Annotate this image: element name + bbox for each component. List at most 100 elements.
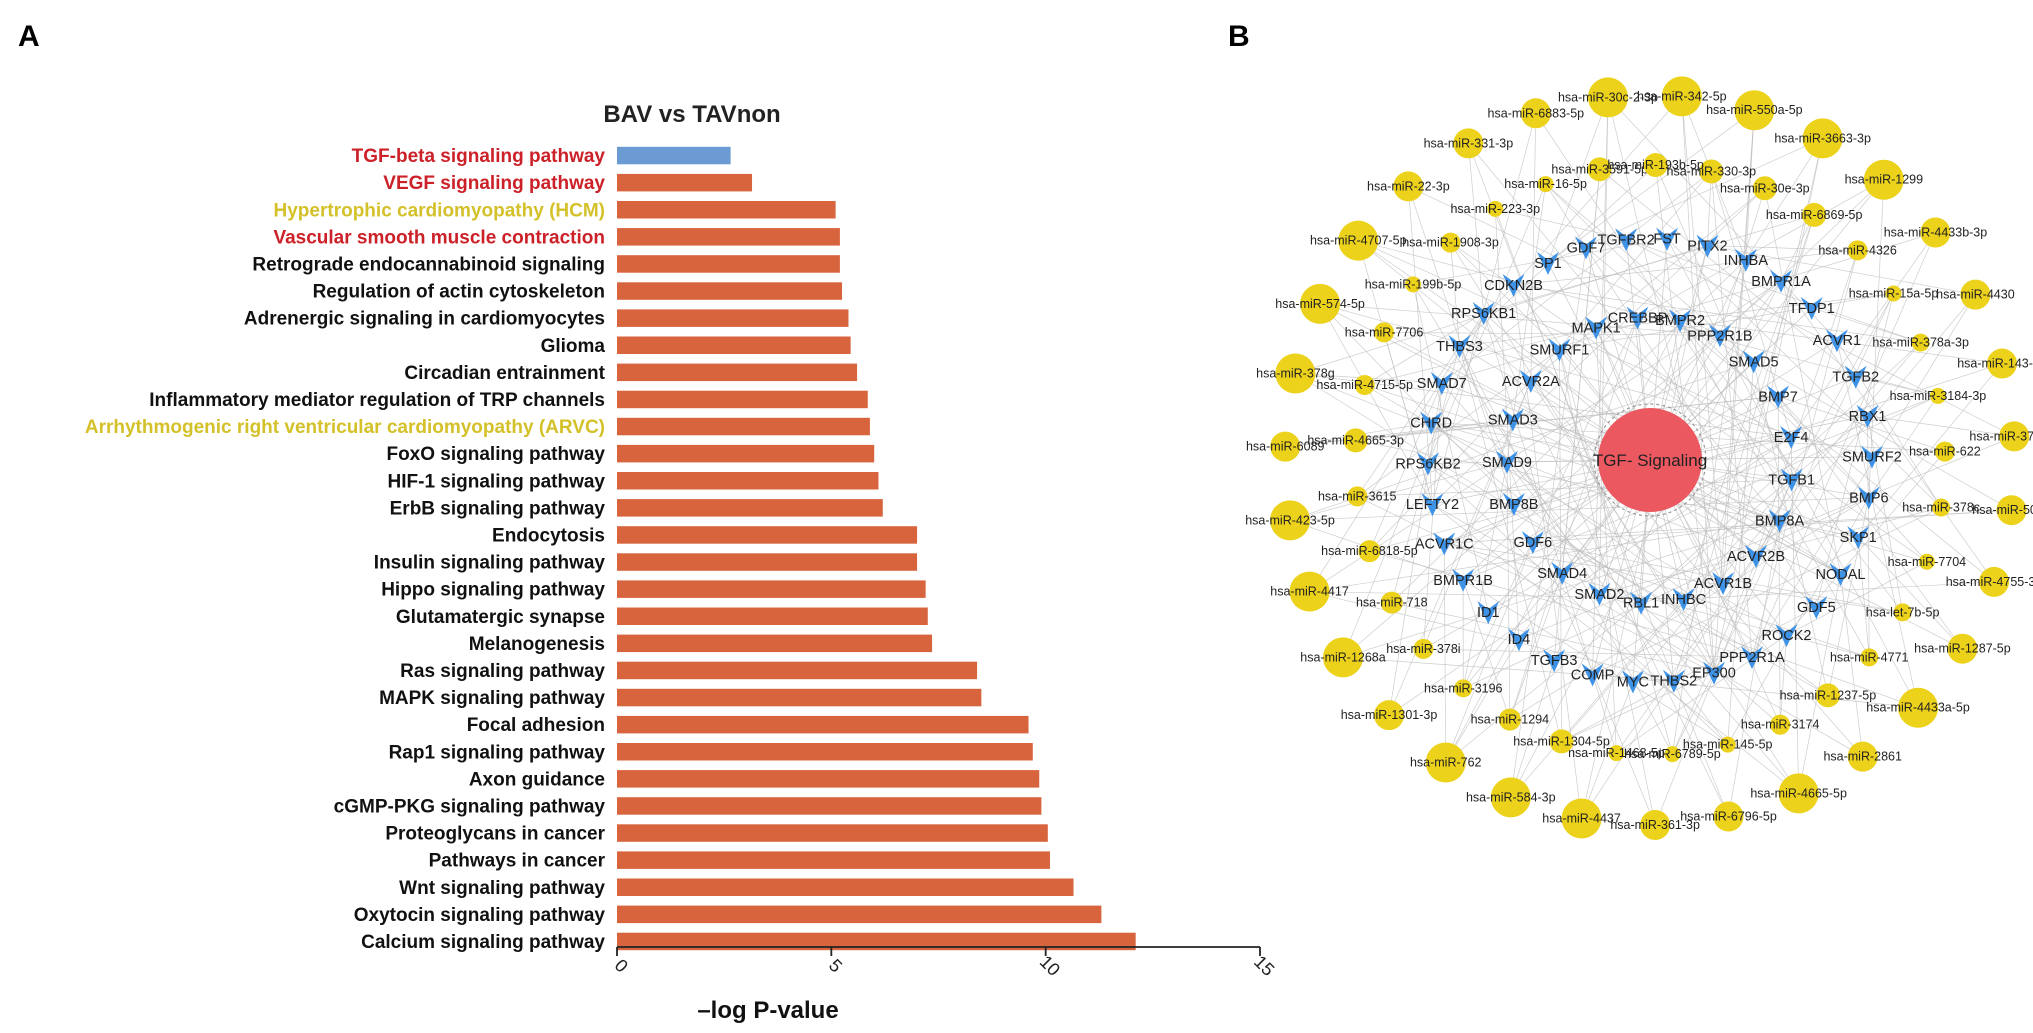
- category-label-glutamatergic-synapse: Glutamatergic synapse: [396, 607, 605, 628]
- network-edge: [1432, 503, 1799, 794]
- mirna-label-hsa-mir-6796-5p: hsa-miR-6796-5p: [1680, 809, 1777, 823]
- gene-node-smad7: [1430, 372, 1453, 396]
- network-edge: [1506, 184, 1546, 462]
- network-edge: [1391, 345, 1460, 603]
- network-edge: [1559, 293, 1894, 350]
- gene-node-bmpr1a: [1770, 269, 1793, 293]
- network-edge: [1666, 238, 1942, 508]
- mirna-label-hsa-mir-22-3p: hsa-miR-22-3p: [1367, 179, 1450, 193]
- network-edge: [1295, 373, 1757, 557]
- category-label-proteoglycans-in-cancer: Proteoglycans in cancer: [385, 824, 605, 845]
- network-edge: [1388, 380, 1532, 716]
- mirna-label-hsa-let-7b-5p: hsa-let-7b-5p: [1866, 605, 1940, 619]
- category-label-melanogenesis: Melanogenesis: [469, 634, 605, 655]
- network-edge: [1369, 382, 1443, 552]
- x-axis-label: –log P-value: [697, 997, 838, 1024]
- mirna-label-hsa-mir-330-3p: hsa-miR-330-3p: [1667, 164, 1757, 178]
- gene-label-id4: ID4: [1508, 632, 1531, 648]
- mirna-label-hsa-mir-3663-3p: hsa-miR-3663-3p: [1774, 131, 1871, 145]
- gene-node-id4: [1507, 628, 1530, 652]
- mirna-node-hsa-mir-1304-5p: [1549, 729, 1574, 754]
- network-edge: [1513, 250, 1858, 286]
- gene-label-acvr1c: ACVR1C: [1415, 536, 1474, 552]
- network-edge: [1309, 520, 1780, 592]
- network-edge: [1530, 380, 1863, 757]
- network-edge: [1816, 293, 1894, 608]
- category-label-vegf-signaling-pathway: VEGF signaling pathway: [383, 173, 605, 194]
- gene-node-tfdp1: [1800, 296, 1823, 320]
- x-tick-label-0: 0: [611, 955, 632, 976]
- gene-label-skp1: SKP1: [1840, 530, 1877, 546]
- network-edge: [1462, 579, 1728, 745]
- bar-arrhythmogenic-right-ventricular-cardiomyopathy-arvc: [617, 417, 870, 436]
- mirna-node-hsa-mir-3591-5p: [1587, 157, 1612, 182]
- gene-label-smad5: SMAD5: [1729, 354, 1779, 370]
- mirna-label-hsa-mir-4433a-5p: hsa-miR-4433a-5p: [1866, 701, 1970, 715]
- gene-label-bmp8b: BMP8B: [1489, 497, 1538, 513]
- network-edge: [1355, 419, 1513, 441]
- network-edge: [1561, 606, 1817, 742]
- gene-label-gdf6: GDF6: [1514, 535, 1553, 551]
- category-label-tgf-beta-signaling-pathway: TGF-beta signaling pathway: [352, 146, 606, 167]
- gene-label-bmp8a: BMP8A: [1755, 513, 1804, 529]
- bar-circadian-entrainment: [617, 363, 858, 382]
- mirna-label-hsa-mir-4707-5p: hsa-miR-4707-5p: [1310, 234, 1407, 248]
- bar-vascular-smooth-muscle-contraction: [617, 228, 840, 246]
- gene-node-sp1: [1536, 251, 1559, 275]
- gene-node-nodal: [1829, 562, 1852, 586]
- bar-melanogenesis: [617, 634, 933, 653]
- network-edge: [1309, 280, 1782, 592]
- mirna-label-hsa-mir-3591-5p: hsa-miR-3591-5p: [1551, 162, 1648, 176]
- category-label-focal-adhesion: Focal adhesion: [467, 715, 605, 736]
- bar-vegf-signaling-pathway: [617, 173, 753, 192]
- network-edge: [1463, 497, 1869, 689]
- mirna-node-hsa-mir-3196: [1454, 679, 1473, 698]
- mirna-label-hsa-mir-1468-5p: hsa-miR-1468-5p: [1568, 746, 1665, 760]
- mirna-node-hsa-mir-4771: [1860, 648, 1879, 667]
- network-edge: [1309, 312, 1484, 592]
- gene-node-myc: [1621, 670, 1644, 694]
- gene-node-bmp6: [1857, 486, 1880, 510]
- gene-node-cdkn2b: [1502, 273, 1525, 297]
- gene-node-acvr1: [1825, 329, 1848, 353]
- category-label-erbb-signaling-pathway: ErbB signaling pathway: [390, 498, 606, 519]
- mirna-node-hsa-mir-4417: [1289, 571, 1330, 612]
- network-edge: [1445, 541, 1534, 763]
- mirna-node-hsa-mir-4437: [1561, 798, 1602, 839]
- gene-label-sp1: SP1: [1534, 256, 1561, 272]
- network-edge: [1790, 436, 1799, 794]
- gene-label-smad2: SMAD2: [1574, 587, 1624, 603]
- network-edge: [1369, 550, 1753, 658]
- network-edge: [1777, 396, 1928, 563]
- gene-label-ppp2r1b: PPP2R1B: [1687, 328, 1752, 344]
- network-edge: [1640, 342, 1921, 603]
- gene-node-tgfb1: [1780, 468, 1803, 492]
- gene-node-gdf7: [1574, 236, 1597, 260]
- mirna-node-hsa-mir-15a-5p: [1885, 285, 1902, 302]
- gene-node-thbs2: [1662, 669, 1685, 693]
- mirna-node-hsa-mir-3174: [1770, 714, 1791, 735]
- mirna-node-hsa-mir-30c-2-3p: [1587, 77, 1628, 118]
- bar-focal-adhesion: [617, 715, 1029, 734]
- network-edge: [1510, 247, 1587, 798]
- gene-label-smurf2: SMURF2: [1842, 450, 1902, 466]
- network-edge: [1836, 340, 1942, 508]
- bar-glioma: [617, 336, 851, 354]
- gene-label-thbs3: THBS3: [1436, 339, 1483, 355]
- mirna-node-hsa-mir-6869-5p: [1802, 202, 1827, 227]
- mirna-label-hsa-mir-1294: hsa-miR-1294: [1471, 713, 1550, 727]
- hub-outline: [1593, 403, 1707, 517]
- gene-label-e2f4: E2F4: [1774, 430, 1809, 446]
- gene-node-rbl1: [1630, 591, 1653, 615]
- category-label-cgmp-pkg-signaling-pathway: cGMP-PKG signaling pathway: [334, 796, 606, 817]
- network-edge: [1827, 497, 1870, 696]
- network-edge: [1592, 507, 1942, 675]
- category-label-hippo-signaling-pathway: Hippo signaling pathway: [381, 580, 605, 601]
- network-edge: [1547, 109, 1755, 264]
- network-edge: [1673, 680, 1729, 817]
- category-label-glioma: Glioma: [541, 336, 606, 357]
- hub-node-group: TGF- Signaling: [1593, 403, 1707, 517]
- mirna-node-hsa-mir-6818-5p: [1358, 540, 1381, 563]
